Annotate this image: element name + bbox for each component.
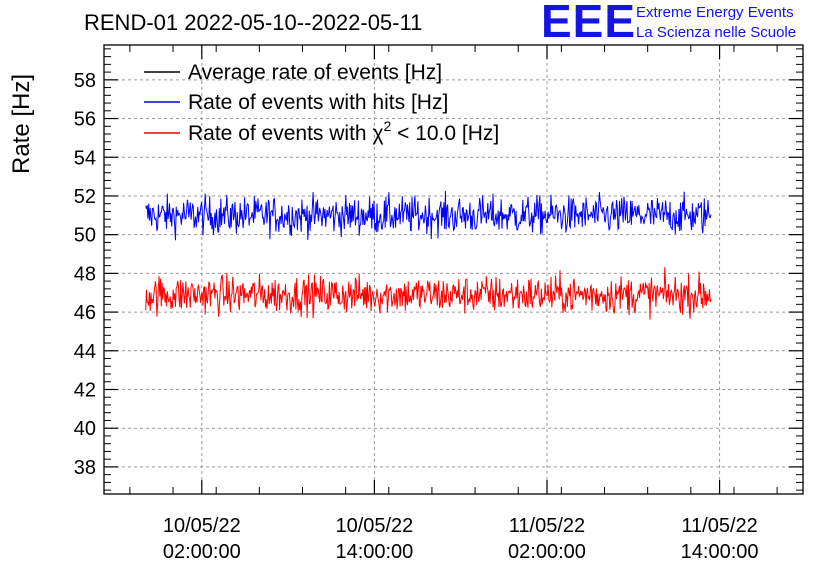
x-tick-date-label: 11/05/22 bbox=[509, 515, 585, 537]
y-tick-label: 50 bbox=[74, 225, 96, 247]
y-tick-label: 38 bbox=[74, 457, 96, 479]
y-tick-label: 52 bbox=[74, 186, 96, 208]
series-line-1 bbox=[145, 190, 712, 241]
plot-frame bbox=[103, 44, 804, 495]
x-tick-time-label: 02:00:00 bbox=[163, 541, 241, 563]
y-tick-label: 56 bbox=[74, 109, 96, 131]
legend-label: Rate of events with χ2 < 10.0 [Hz] bbox=[188, 118, 499, 145]
x-tick-date-label: 10/05/22 bbox=[163, 515, 241, 537]
y-tick-label: 40 bbox=[74, 418, 96, 440]
y-tick-label: 48 bbox=[74, 263, 96, 285]
grid-layer bbox=[104, 45, 803, 494]
x-tick-date-label: 10/05/22 bbox=[335, 515, 413, 537]
tick-layer bbox=[104, 45, 803, 494]
logo-caption-line2: La Scienza nelle Scuole bbox=[636, 24, 797, 41]
x-tick-date-label: 11/05/22 bbox=[681, 515, 757, 537]
series-layer bbox=[145, 190, 712, 320]
legend-label: Average rate of events [Hz] bbox=[188, 61, 442, 84]
legend-label: Rate of events with hits [Hz] bbox=[188, 91, 448, 114]
chart-title: REND-01 2022-05-10--2022-05-11 bbox=[84, 10, 423, 35]
legend: Average rate of events [Hz] Rate of event… bbox=[144, 61, 499, 145]
x-tick-time-label: 14:00:00 bbox=[335, 541, 413, 563]
x-tick-time-label: 02:00:00 bbox=[508, 541, 586, 563]
tick-label-layer: 38 40 42 44 46 48 50 52 54 56 58 10/05/22 02:00:00 10… bbox=[74, 70, 759, 563]
y-tick-label: 54 bbox=[74, 147, 96, 169]
eee-logo: EEE bbox=[541, 0, 637, 47]
y-tick-label: 58 bbox=[74, 70, 96, 92]
y-tick-label: 44 bbox=[74, 341, 96, 363]
y-tick-label: 42 bbox=[74, 379, 96, 401]
x-tick-time-label: 14:00:00 bbox=[681, 541, 759, 563]
logo-caption-line1: Extreme Energy Events bbox=[636, 4, 794, 21]
series-line-2 bbox=[145, 267, 712, 320]
y-tick-label: 46 bbox=[74, 302, 96, 324]
